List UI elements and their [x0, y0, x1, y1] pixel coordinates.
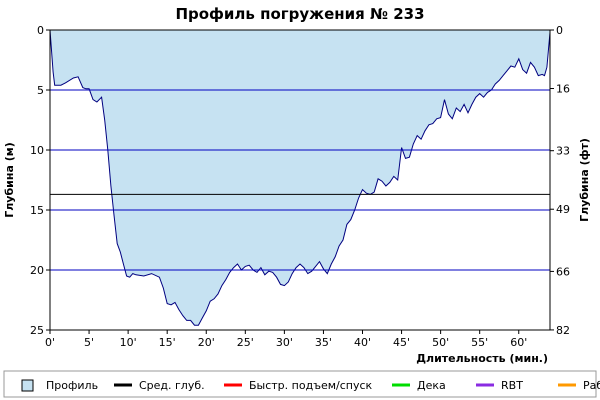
x-tick-label: 45' — [393, 336, 410, 349]
x-tick-label: 35' — [315, 336, 332, 349]
y-tick-label: 10 — [30, 144, 44, 157]
y-axis-title-left: Глубина (м) — [3, 142, 16, 218]
y-axis-right: 0 16 33 49 66 82 — [550, 24, 570, 337]
x-axis: 0' 5' 10' 15' 20' 25' 30' 35' 40' 45' 50' 55' 60' — [45, 330, 527, 349]
legend-label: Раб. — [583, 379, 600, 392]
y-tick-label: 0 — [37, 24, 44, 37]
legend-label: Быстр. подъем/спуск — [249, 379, 373, 392]
x-tick-label: 20' — [198, 336, 215, 349]
x-tick-label: 40' — [354, 336, 371, 349]
plot-area — [49, 29, 551, 331]
y-tick-label: 20 — [30, 264, 44, 277]
y-axis-left: 0 5 10 15 20 25 — [30, 24, 50, 337]
x-tick-label: 10' — [120, 336, 137, 349]
legend-swatch — [21, 379, 34, 392]
y-axis-title-right: Глубина (фт) — [578, 138, 591, 222]
right-tick-label: 0 — [556, 24, 563, 37]
right-tick-label: 49 — [556, 203, 570, 216]
x-tick-label: 30' — [276, 336, 293, 349]
x-tick-label: 50' — [432, 336, 449, 349]
chart-title: Профиль погружения № 233 — [175, 5, 424, 23]
x-tick-label: 25' — [237, 336, 254, 349]
legend: Профиль Сред. глуб. Быстр. подъем/спуск Дек… — [3, 370, 600, 398]
grid-lines — [50, 89, 550, 271]
legend-label: Сред. глуб. — [139, 379, 205, 392]
right-tick-label: 82 — [556, 324, 570, 337]
right-tick-label: 33 — [556, 145, 570, 158]
plot-frame — [49, 29, 551, 331]
legend-label: Дека — [417, 379, 446, 392]
y-tick-label: 5 — [37, 84, 44, 97]
x-tick-label: 15' — [159, 336, 176, 349]
x-tick-label: 60' — [510, 336, 527, 349]
y-tick-label: 15 — [30, 204, 44, 217]
legend-label: Профиль — [46, 379, 98, 392]
x-tick-label: 5' — [84, 336, 94, 349]
x-tick-label: 0' — [45, 336, 55, 349]
right-tick-label: 66 — [556, 265, 570, 278]
x-axis-title: Длительность (мин.) — [416, 352, 548, 365]
legend-label: RBT — [501, 379, 523, 392]
profile-area — [50, 30, 550, 326]
y-tick-label: 25 — [30, 324, 44, 337]
x-tick-label: 55' — [471, 336, 488, 349]
right-tick-label: 16 — [556, 83, 570, 96]
legend-frame — [3, 370, 597, 398]
